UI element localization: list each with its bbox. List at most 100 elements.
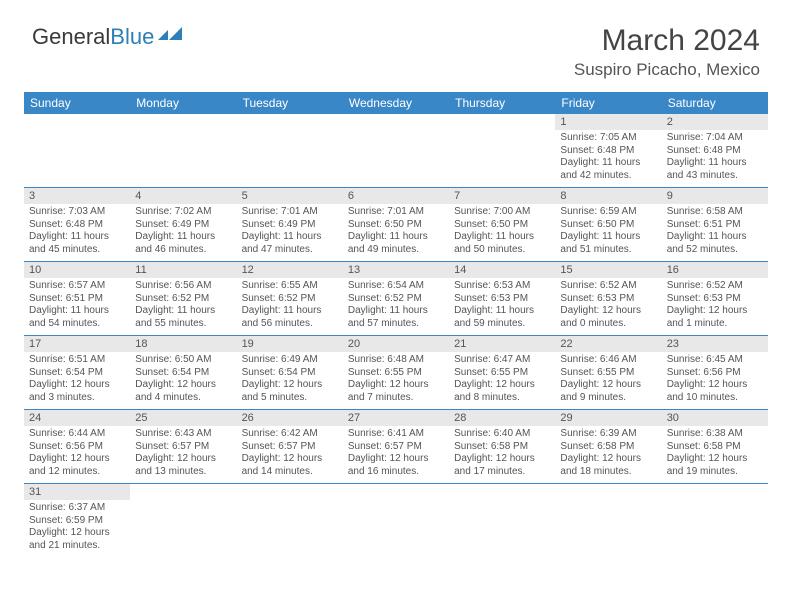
day-number: 8	[555, 188, 661, 204]
logo-text-general: General	[32, 24, 110, 50]
location: Suspiro Picacho, Mexico	[574, 60, 760, 80]
calendar-cell: 30 Sunrise: 6:38 AMSunset: 6:58 PMDayligh…	[662, 410, 768, 484]
calendar-cell	[237, 114, 343, 188]
weekday-header: Sunday	[24, 92, 130, 114]
weekday-header: Monday	[130, 92, 236, 114]
day-number: 11	[130, 262, 236, 278]
day-number: 18	[130, 336, 236, 352]
day-details: Sunrise: 6:46 AMSunset: 6:55 PMDaylight:…	[560, 354, 656, 404]
day-number: 29	[555, 410, 661, 426]
day-number: 22	[555, 336, 661, 352]
calendar-cell	[449, 114, 555, 188]
calendar-cell: 14 Sunrise: 6:53 AMSunset: 6:53 PMDayligh…	[449, 262, 555, 336]
logo: GeneralBlue	[32, 24, 184, 50]
day-details: Sunrise: 7:05 AMSunset: 6:48 PMDaylight:…	[560, 132, 656, 182]
day-details: Sunrise: 7:04 AMSunset: 6:48 PMDaylight:…	[667, 132, 763, 182]
calendar-body: 1Sunrise: 7:05 AMSunset: 6:48 PMDaylight…	[24, 114, 768, 557]
calendar-week-row: 1Sunrise: 7:05 AMSunset: 6:48 PMDaylight…	[24, 114, 768, 188]
day-number: 10	[24, 262, 130, 278]
day-number: 2	[662, 114, 768, 130]
weekday-header: Saturday	[662, 92, 768, 114]
day-number: 31	[24, 484, 130, 500]
calendar-cell	[130, 484, 236, 558]
day-number: 23	[662, 336, 768, 352]
day-details: Sunrise: 6:48 AMSunset: 6:55 PMDaylight:…	[348, 354, 444, 404]
logo-flag-icon	[158, 24, 184, 50]
calendar-cell: 10 Sunrise: 6:57 AMSunset: 6:51 PMDayligh…	[24, 262, 130, 336]
calendar-cell: 15 Sunrise: 6:52 AMSunset: 6:53 PMDayligh…	[555, 262, 661, 336]
day-details: Sunrise: 6:55 AMSunset: 6:52 PMDaylight:…	[242, 280, 338, 330]
day-details: Sunrise: 6:59 AMSunset: 6:50 PMDaylight:…	[560, 206, 656, 256]
calendar-cell	[662, 484, 768, 558]
calendar-cell: 6 Sunrise: 7:01 AMSunset: 6:50 PMDaylight…	[343, 188, 449, 262]
calendar-cell: 27Sunrise: 6:41 AMSunset: 6:57 PMDayligh…	[343, 410, 449, 484]
day-number: 3	[24, 188, 130, 204]
day-number: 6	[343, 188, 449, 204]
calendar-cell	[130, 114, 236, 188]
calendar-cell	[449, 484, 555, 558]
calendar-cell: 4Sunrise: 7:02 AMSunset: 6:49 PMDaylight…	[130, 188, 236, 262]
day-number: 21	[449, 336, 555, 352]
calendar-cell: 26Sunrise: 6:42 AMSunset: 6:57 PMDayligh…	[237, 410, 343, 484]
day-number: 9	[662, 188, 768, 204]
day-number: 27	[343, 410, 449, 426]
day-details: Sunrise: 7:00 AMSunset: 6:50 PMDaylight:…	[454, 206, 550, 256]
calendar-cell: 23Sunrise: 6:45 AMSunset: 6:56 PMDayligh…	[662, 336, 768, 410]
calendar-cell: 11 Sunrise: 6:56 AMSunset: 6:52 PMDayligh…	[130, 262, 236, 336]
calendar-cell: 3Sunrise: 7:03 AMSunset: 6:48 PMDaylight…	[24, 188, 130, 262]
day-details: Sunrise: 6:37 AMSunset: 6:59 PMDaylight:…	[29, 502, 125, 552]
calendar-cell	[343, 114, 449, 188]
calendar-cell: 29 Sunrise: 6:39 AMSunset: 6:58 PMDayligh…	[555, 410, 661, 484]
calendar-cell: 20Sunrise: 6:48 AMSunset: 6:55 PMDayligh…	[343, 336, 449, 410]
calendar-cell: 13Sunrise: 6:54 AMSunset: 6:52 PMDayligh…	[343, 262, 449, 336]
month-title: March 2024	[574, 24, 760, 58]
calendar-cell: 8 Sunrise: 6:59 AMSunset: 6:50 PMDaylight…	[555, 188, 661, 262]
day-number: 30	[662, 410, 768, 426]
calendar-cell: 28Sunrise: 6:40 AMSunset: 6:58 PMDayligh…	[449, 410, 555, 484]
calendar-cell	[343, 484, 449, 558]
calendar-cell: 9 Sunrise: 6:58 AMSunset: 6:51 PMDaylight…	[662, 188, 768, 262]
calendar-cell	[24, 114, 130, 188]
day-details: Sunrise: 6:52 AMSunset: 6:53 PMDaylight:…	[667, 280, 763, 330]
weekday-header-row: SundayMondayTuesdayWednesdayThursdayFrid…	[24, 92, 768, 114]
day-number: 14	[449, 262, 555, 278]
calendar-cell: 12 Sunrise: 6:55 AMSunset: 6:52 PMDayligh…	[237, 262, 343, 336]
calendar-cell: 1Sunrise: 7:05 AMSunset: 6:48 PMDaylight…	[555, 114, 661, 188]
day-details: Sunrise: 6:58 AMSunset: 6:51 PMDaylight:…	[667, 206, 763, 256]
calendar-cell: 5 Sunrise: 7:01 AMSunset: 6:49 PMDaylight…	[237, 188, 343, 262]
calendar-week-row: 31 Sunrise: 6:37 AMSunset: 6:59 PMDayligh…	[24, 484, 768, 558]
day-details: Sunrise: 6:49 AMSunset: 6:54 PMDaylight:…	[242, 354, 338, 404]
day-details: Sunrise: 6:47 AMSunset: 6:55 PMDaylight:…	[454, 354, 550, 404]
day-details: Sunrise: 7:02 AMSunset: 6:49 PMDaylight:…	[135, 206, 231, 256]
calendar-table: SundayMondayTuesdayWednesdayThursdayFrid…	[24, 92, 768, 557]
day-number: 24	[24, 410, 130, 426]
day-number: 15	[555, 262, 661, 278]
day-number: 16	[662, 262, 768, 278]
day-details: Sunrise: 6:54 AMSunset: 6:52 PMDaylight:…	[348, 280, 444, 330]
day-details: Sunrise: 6:52 AMSunset: 6:53 PMDaylight:…	[560, 280, 656, 330]
day-number: 17	[24, 336, 130, 352]
day-details: Sunrise: 6:39 AMSunset: 6:58 PMDaylight:…	[560, 428, 656, 478]
day-details: Sunrise: 6:56 AMSunset: 6:52 PMDaylight:…	[135, 280, 231, 330]
day-details: Sunrise: 7:01 AMSunset: 6:50 PMDaylight:…	[348, 206, 444, 256]
day-details: Sunrise: 6:50 AMSunset: 6:54 PMDaylight:…	[135, 354, 231, 404]
day-details: Sunrise: 6:57 AMSunset: 6:51 PMDaylight:…	[29, 280, 125, 330]
header: GeneralBlue March 2024 Suspiro Picacho, …	[0, 0, 792, 88]
day-number: 5	[237, 188, 343, 204]
weekday-header: Friday	[555, 92, 661, 114]
calendar-cell: 25 Sunrise: 6:43 AMSunset: 6:57 PMDayligh…	[130, 410, 236, 484]
calendar-cell: 24 Sunrise: 6:44 AMSunset: 6:56 PMDayligh…	[24, 410, 130, 484]
day-details: Sunrise: 7:01 AMSunset: 6:49 PMDaylight:…	[242, 206, 338, 256]
weekday-header: Wednesday	[343, 92, 449, 114]
calendar-week-row: 24 Sunrise: 6:44 AMSunset: 6:56 PMDayligh…	[24, 410, 768, 484]
day-number: 12	[237, 262, 343, 278]
day-details: Sunrise: 6:53 AMSunset: 6:53 PMDaylight:…	[454, 280, 550, 330]
day-details: Sunrise: 6:44 AMSunset: 6:56 PMDaylight:…	[29, 428, 125, 478]
day-number: 25	[130, 410, 236, 426]
calendar-cell: 18 Sunrise: 6:50 AMSunset: 6:54 PMDayligh…	[130, 336, 236, 410]
calendar-week-row: 3Sunrise: 7:03 AMSunset: 6:48 PMDaylight…	[24, 188, 768, 262]
day-details: Sunrise: 6:38 AMSunset: 6:58 PMDaylight:…	[667, 428, 763, 478]
day-details: Sunrise: 6:40 AMSunset: 6:58 PMDaylight:…	[454, 428, 550, 478]
weekday-header: Tuesday	[237, 92, 343, 114]
day-details: Sunrise: 6:43 AMSunset: 6:57 PMDaylight:…	[135, 428, 231, 478]
